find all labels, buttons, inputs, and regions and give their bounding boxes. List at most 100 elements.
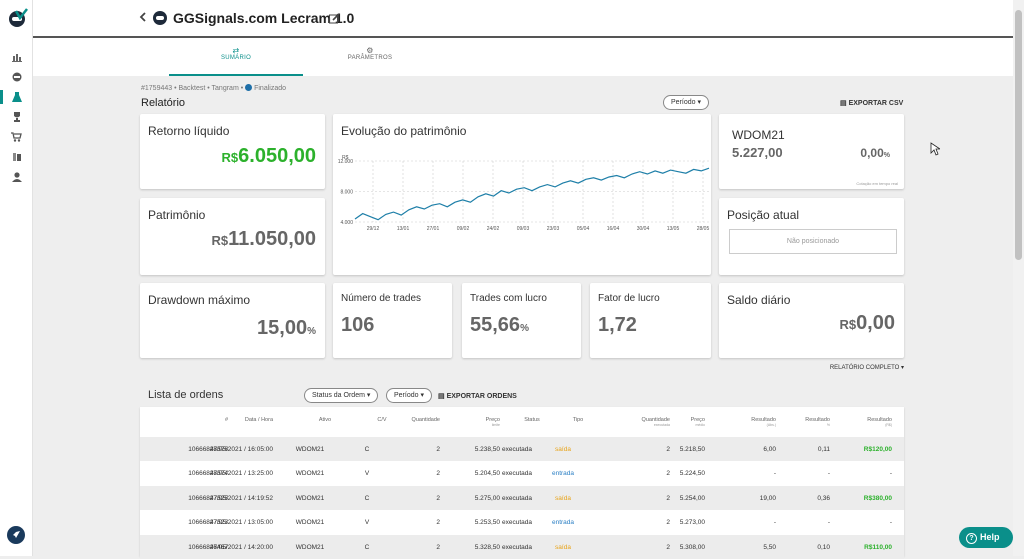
column-label: Resultado — [751, 417, 776, 423]
column-header: Resultado (R$) — [852, 417, 892, 427]
card-title: Retorno líquido — [148, 124, 230, 138]
table-cell: - — [827, 519, 830, 527]
edit-icon — [329, 13, 340, 24]
edit-title-button[interactable] — [329, 11, 340, 29]
export-orders-button[interactable]: ▤ EXPORTAR ORDENS — [438, 392, 517, 400]
table-row[interactable]: 10666847467 26/05/2021 / 14:20:00 WDOM21 C 2… — [140, 534, 904, 559]
table-cell: 5.253,50 — [474, 519, 500, 527]
y-axis-label: R$ — [342, 155, 349, 161]
table-row[interactable]: 10666847576 28/05/2021 / 16:05:00 WDOM21 C 2… — [140, 437, 904, 461]
export-csv-button[interactable]: ▤ EXPORTAR CSV — [840, 99, 903, 107]
sidebar-item-profile[interactable] — [0, 168, 33, 186]
column-header: Ativo — [305, 417, 345, 423]
report-title: Relatório — [141, 97, 186, 109]
x-tick-label: 29/12 — [367, 226, 380, 232]
card-title: Fator de lucro — [598, 293, 660, 304]
table-cell: 6,00 — [763, 446, 776, 453]
breadcrumb-text: #1759443 • Backtest • Tangram • — [141, 85, 244, 92]
back-button[interactable] — [139, 10, 147, 26]
column-label: Ativo — [318, 417, 332, 423]
table-cell: R$120,00 — [863, 446, 892, 453]
app-logo-icon[interactable] — [6, 7, 28, 29]
table-cell: 2 — [436, 470, 440, 478]
x-tick-label: 27/01 — [427, 226, 440, 232]
change-suffix: % — [883, 152, 890, 159]
card-wdom21: WDOM21 5.227,00 0,00% Cotação em tempo r… — [719, 114, 904, 189]
help-label: Help — [980, 532, 1000, 542]
sidebar-item-dashboard[interactable] — [0, 48, 33, 66]
table-cell: 26/05/2021 / 14:20:00 — [209, 543, 273, 551]
page-scrollbar[interactable] — [1013, 0, 1024, 556]
table-cell: 5.273,00 — [679, 519, 705, 527]
position-status: Não posicionado — [729, 229, 897, 254]
table-cell: 5.238,50 — [474, 446, 500, 453]
tab-label: SUMÁRIO — [220, 55, 252, 61]
column-label: Preço — [485, 417, 500, 423]
table-row[interactable]: 10666847574 28/05/2021 / 13:25:00 WDOM21 V 2… — [140, 461, 904, 485]
rocket-icon — [13, 531, 20, 538]
gears-icon: ⚙ — [366, 46, 374, 55]
table-cell: - — [889, 470, 892, 478]
x-tick-label: 24/02 — [487, 226, 500, 232]
realtime-note: Cotação em tempo real — [856, 181, 898, 186]
table-cell: executada — [502, 470, 532, 478]
column-sublabel: (Abs.) — [766, 423, 776, 427]
table-cell: 10666847576 — [188, 446, 228, 453]
value: 0,00 — [856, 312, 895, 334]
help-button[interactable]: ? Help — [959, 527, 1013, 548]
x-tick-label: 09/03 — [517, 226, 530, 232]
table-cell: 2 — [666, 543, 670, 551]
retorno-value: R$6.050,00 — [222, 145, 316, 168]
card-title: Patrimônio — [148, 208, 206, 222]
column-sublabel: médio — [695, 423, 705, 427]
table-cell: 2 — [666, 494, 670, 502]
orders-table: # Data / Hora Ativo C/V Quantidade Preço limit… — [140, 407, 904, 559]
sidebar-item-ranking[interactable] — [0, 108, 33, 126]
scrollbar-thumb[interactable] — [1015, 10, 1022, 260]
card-title: Posição atual — [727, 208, 800, 222]
column-header: Preço médio — [665, 417, 705, 427]
column-header: Preço limite — [460, 417, 500, 427]
table-cell: 28/05/2021 / 16:05:00 — [209, 446, 273, 453]
table-cell: - — [773, 519, 776, 527]
table-cell: R$380,00 — [863, 494, 892, 502]
table-cell: executada — [502, 519, 532, 527]
currency: R$ — [221, 150, 239, 165]
sidebar-item-store[interactable] — [0, 128, 33, 146]
table-row[interactable]: 10666847525 27/05/2021 / 14:19:52 WDOM21 C 2… — [140, 485, 904, 510]
table-cell: C — [364, 543, 370, 551]
x-tick-label: 05/04 — [577, 226, 590, 232]
currency: R$ — [839, 317, 857, 332]
patrimonio-value: R$11.050,00 — [212, 228, 317, 251]
bar-chart-icon — [11, 53, 22, 62]
full-report-link[interactable]: RELATÓRIO COMPLETO ▾ — [830, 364, 904, 371]
sidebar-item-backtests[interactable] — [0, 88, 33, 106]
order-status-select[interactable]: Status da Ordem ▾ — [304, 388, 379, 403]
period-select[interactable]: Período ▾ — [663, 95, 709, 110]
table-cell: 5.254,00 — [679, 494, 705, 502]
sidebar-rocket-button[interactable] — [7, 526, 25, 544]
saldo-value: R$0,00 — [839, 312, 895, 335]
table-cell: 19,00 — [759, 494, 776, 502]
column-label: Tipo — [572, 417, 584, 423]
orders-period-select[interactable]: Período ▾ — [386, 388, 432, 403]
column-header: Quantidade executada — [630, 417, 670, 427]
value: 55,66 — [470, 314, 521, 336]
card-numero-trades: Número de trades 106 — [333, 283, 452, 358]
sidebar-item-wallet[interactable] — [0, 148, 33, 166]
equity-series-line — [354, 167, 710, 221]
card-posicao-atual: Posição atual Não posicionado — [719, 198, 904, 275]
table-row[interactable]: 10666847523 27/05/2021 / 13:05:00 WDOM21 V 2… — [140, 510, 904, 534]
sidebar-item-robots[interactable] — [0, 68, 33, 86]
period-label: Período — [394, 392, 419, 399]
table-cell: C — [364, 494, 370, 502]
column-sublabel: executada — [653, 423, 670, 427]
tab-sumario[interactable]: ⇄ SUMÁRIO — [169, 46, 303, 76]
table-cell: 5.218,50 — [679, 446, 705, 453]
table-cell: saída — [555, 543, 571, 551]
card-title: WDOM21 — [732, 128, 785, 142]
tab-parametros[interactable]: ⚙ PARÂMETROS — [303, 46, 437, 76]
y-tick-label: 12.000 — [338, 159, 354, 165]
table-cell: - — [889, 519, 892, 527]
breadcrumb: #1759443 • Backtest • Tangram • Finaliza… — [141, 84, 286, 92]
